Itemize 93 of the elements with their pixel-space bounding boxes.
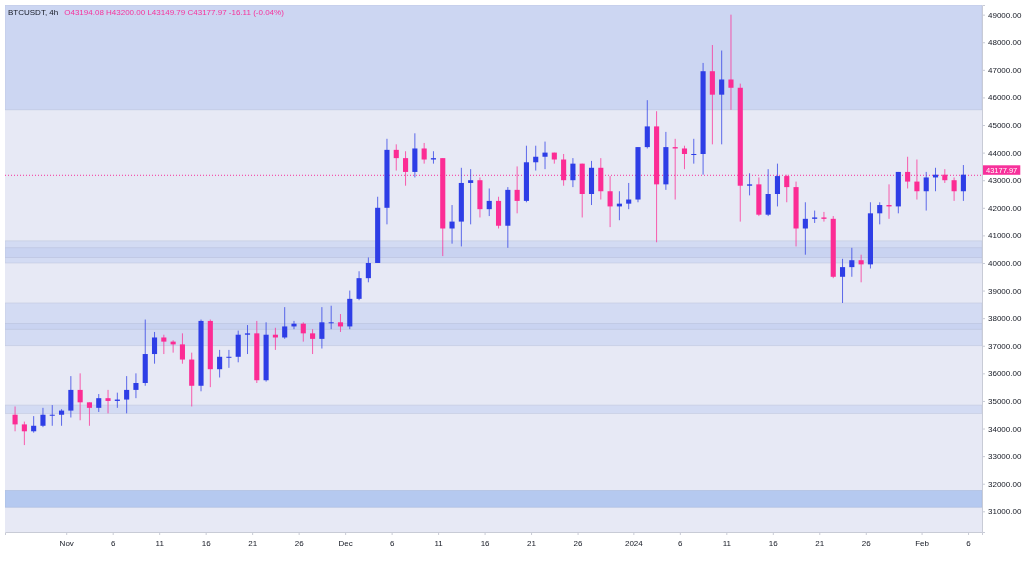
candlestick	[161, 334, 167, 355]
candlestick	[68, 375, 74, 418]
candlestick	[839, 258, 846, 304]
candlestick	[151, 331, 158, 365]
candlestick	[849, 247, 855, 278]
candlestick	[774, 163, 781, 207]
candlestick	[365, 256, 371, 283]
x-tick-label: 2024	[624, 538, 644, 548]
x-tick-label: 6	[678, 538, 684, 548]
candlestick	[430, 150, 437, 165]
chart-title: BTCUSDT, 4h	[8, 8, 59, 17]
x-tick-label: 21	[815, 538, 825, 548]
candlestick	[12, 405, 18, 432]
candlestick	[282, 306, 288, 340]
candlestick	[681, 145, 688, 170]
candlestick	[468, 168, 474, 225]
x-tick-label: 16	[480, 538, 491, 548]
candlestick	[765, 168, 771, 217]
candlestick	[226, 349, 232, 369]
candlestick	[310, 328, 316, 355]
x-tick-label: 11	[434, 538, 444, 548]
candlestick	[356, 270, 362, 301]
y-tick-label: 44000.00	[988, 148, 1022, 158]
candlestick	[244, 324, 251, 355]
candlestick	[40, 407, 46, 428]
x-tick-label: 6	[966, 538, 972, 548]
y-tick-label: 41000.00	[988, 231, 1022, 241]
candlestick	[626, 182, 632, 210]
candlestick	[393, 143, 399, 172]
y-tick-label: 42000.00	[988, 203, 1022, 213]
candlestick	[486, 187, 492, 217]
candlestick	[421, 142, 427, 165]
candlestick	[105, 389, 111, 414]
candlestick	[300, 321, 306, 343]
candlestick	[747, 172, 753, 196]
candlestick	[49, 404, 55, 427]
candlestick	[709, 44, 715, 145]
candlestick	[235, 330, 241, 363]
candlestick	[960, 164, 966, 202]
y-tick-label: 37000.00	[988, 341, 1022, 351]
y-tick-label: 35000.00	[988, 397, 1022, 406]
x-tick-label: Nov	[59, 538, 74, 548]
candlestick	[449, 204, 455, 245]
x-tick-label: 26	[861, 538, 872, 548]
candlestick	[802, 201, 808, 256]
candlestick	[77, 372, 83, 421]
candlestick	[542, 141, 548, 170]
candlestick	[124, 375, 130, 414]
y-tick-label: 45000.00	[988, 121, 1022, 131]
x-tick-label: 26	[573, 538, 584, 548]
candlestick	[644, 99, 650, 149]
candlestick	[21, 421, 27, 446]
candlestick	[691, 138, 697, 165]
y-tick-label: 48000.00	[988, 38, 1022, 48]
candlestick	[133, 372, 139, 399]
candlestick	[821, 211, 827, 223]
chart-subtitle: O43194.08 H43200.00 L43149.79 C43177.97 -16.11 (-0.04%)	[64, 8, 285, 17]
candlestick	[877, 201, 883, 225]
x-tick-label: 6	[389, 538, 395, 548]
candlestick	[179, 332, 185, 365]
candlestick	[719, 50, 725, 145]
y-tick-label: 33000.00	[988, 452, 1022, 462]
y-tick-label: 43000.00	[988, 176, 1022, 186]
candlestick	[858, 254, 864, 283]
x-tick-label: 21	[527, 538, 537, 548]
x-tick-label: 11	[722, 538, 732, 548]
y-tick-label: 47000.00	[988, 65, 1022, 75]
y-tick-label: 39000.00	[988, 286, 1022, 296]
x-tick-label: Feb	[915, 538, 930, 548]
x-tick-label: 6	[110, 538, 116, 548]
candlestick	[412, 132, 418, 178]
x-tick-label: 11	[155, 538, 165, 548]
candlestick	[328, 305, 334, 330]
y-tick-label: 32000.00	[988, 479, 1022, 489]
candlestick	[607, 175, 613, 228]
x-tick-label: 21	[248, 538, 258, 548]
y-tick-label: 49000.00	[988, 10, 1022, 20]
x-tick-label: 16	[201, 538, 212, 548]
x-tick-label: 16	[768, 538, 779, 548]
y-tick-label: 34000.00	[988, 424, 1022, 434]
candlestick	[923, 171, 929, 212]
candlestick	[217, 349, 223, 378]
x-tick-label: Dec	[338, 538, 353, 548]
y-tick-label: 31000.00	[988, 507, 1022, 517]
y-tick-label: 46000.00	[988, 93, 1022, 103]
candlestick	[728, 14, 734, 111]
candlestick	[570, 157, 576, 188]
y-tick-label: 38000.00	[988, 314, 1022, 324]
x-tick-label: 26	[294, 538, 305, 548]
y-tick-label: 36000.00	[988, 369, 1022, 379]
candlestick	[319, 306, 325, 350]
candlestick	[86, 401, 93, 427]
y-tick-label: 40000.00	[988, 259, 1022, 269]
